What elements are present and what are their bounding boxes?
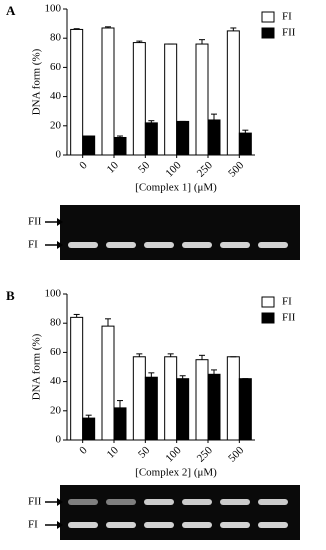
y-tick-label: 40 xyxy=(50,375,62,387)
gel-label: FI xyxy=(28,239,38,251)
bar xyxy=(70,316,84,441)
x-tick-label: 0 xyxy=(77,159,90,172)
x-tick-label: 250 xyxy=(195,159,216,180)
bar xyxy=(176,120,190,156)
gel-band xyxy=(182,242,212,248)
x-tick-label: 500 xyxy=(226,159,247,180)
y-tick-label: 60 xyxy=(50,346,62,358)
bar xyxy=(176,378,190,441)
bar xyxy=(132,356,146,441)
bar xyxy=(164,43,178,156)
gel-arrowhead xyxy=(57,241,63,249)
gel-band xyxy=(106,242,136,248)
gel-image xyxy=(60,205,300,260)
gel-band xyxy=(220,242,250,248)
panel-label: A xyxy=(6,3,16,18)
y-tick-label: 100 xyxy=(45,288,62,300)
x-axis-label: [Complex 1] (μM) xyxy=(135,182,217,194)
bar xyxy=(82,135,96,156)
gel-band xyxy=(144,522,174,528)
bar xyxy=(207,119,221,156)
bar xyxy=(113,407,127,441)
x-tick-label: 100 xyxy=(163,159,184,180)
y-tick-label: 20 xyxy=(50,404,62,416)
bar xyxy=(238,132,252,156)
legend-label: FI xyxy=(282,296,292,308)
legend-label: FII xyxy=(282,27,296,39)
legend-label: FII xyxy=(282,312,296,324)
gel-label: FII xyxy=(28,216,42,228)
gel-band xyxy=(144,242,174,248)
bar xyxy=(82,417,96,441)
x-axis-label: [Complex 2] (μM) xyxy=(135,467,217,479)
y-tick-label: 0 xyxy=(56,149,62,161)
gel-band xyxy=(220,499,250,505)
gel-arrowhead xyxy=(57,218,63,226)
x-tick-label: 50 xyxy=(136,444,153,461)
bar xyxy=(207,373,221,441)
y-tick-label: 80 xyxy=(50,317,62,329)
gel-arrowhead xyxy=(57,521,63,529)
bar xyxy=(113,136,127,156)
bar xyxy=(226,30,240,156)
x-tick-label: 10 xyxy=(105,159,122,176)
legend-swatch xyxy=(261,296,275,308)
gel-band xyxy=(144,499,174,505)
gel-arrowhead xyxy=(57,498,63,506)
gel-band xyxy=(68,522,98,528)
bar xyxy=(132,42,146,156)
y-axis-label: DNA form (%) xyxy=(31,48,43,115)
bar xyxy=(226,356,240,441)
gel-band xyxy=(106,522,136,528)
y-tick-label: 0 xyxy=(56,434,62,446)
x-tick-label: 250 xyxy=(195,444,216,465)
x-tick-label: 500 xyxy=(226,444,247,465)
legend-swatch xyxy=(261,312,275,324)
bar xyxy=(238,378,252,441)
legend-swatch xyxy=(261,11,275,23)
x-tick-label: 50 xyxy=(136,159,153,176)
y-tick-label: 80 xyxy=(50,32,62,44)
bar xyxy=(195,359,209,441)
y-tick-label: 100 xyxy=(45,3,62,15)
x-tick-label: 0 xyxy=(77,444,90,457)
gel-band xyxy=(182,499,212,505)
bar xyxy=(195,43,209,156)
gel-band xyxy=(258,499,288,505)
gel-image xyxy=(60,485,300,540)
x-tick-label: 100 xyxy=(163,444,184,465)
y-tick-label: 60 xyxy=(50,61,62,73)
y-tick-label: 40 xyxy=(50,90,62,102)
legend-swatch xyxy=(261,27,275,39)
gel-band xyxy=(68,242,98,248)
y-tick-label: 20 xyxy=(50,119,62,131)
panel-label: B xyxy=(6,288,15,303)
bar xyxy=(144,122,158,156)
bar xyxy=(70,28,84,156)
bar xyxy=(144,376,158,441)
gel-band xyxy=(220,522,250,528)
gel-band xyxy=(258,522,288,528)
bar xyxy=(101,27,115,156)
x-tick-label: 10 xyxy=(105,444,122,461)
legend-label: FI xyxy=(282,11,292,23)
gel-band xyxy=(258,242,288,248)
gel-band xyxy=(182,522,212,528)
gel-band xyxy=(106,499,136,505)
gel-label: FII xyxy=(28,496,42,508)
gel-label: FI xyxy=(28,519,38,531)
y-axis-label: DNA form (%) xyxy=(31,333,43,400)
bar xyxy=(101,325,115,441)
gel-band xyxy=(68,499,98,505)
bar xyxy=(164,356,178,441)
